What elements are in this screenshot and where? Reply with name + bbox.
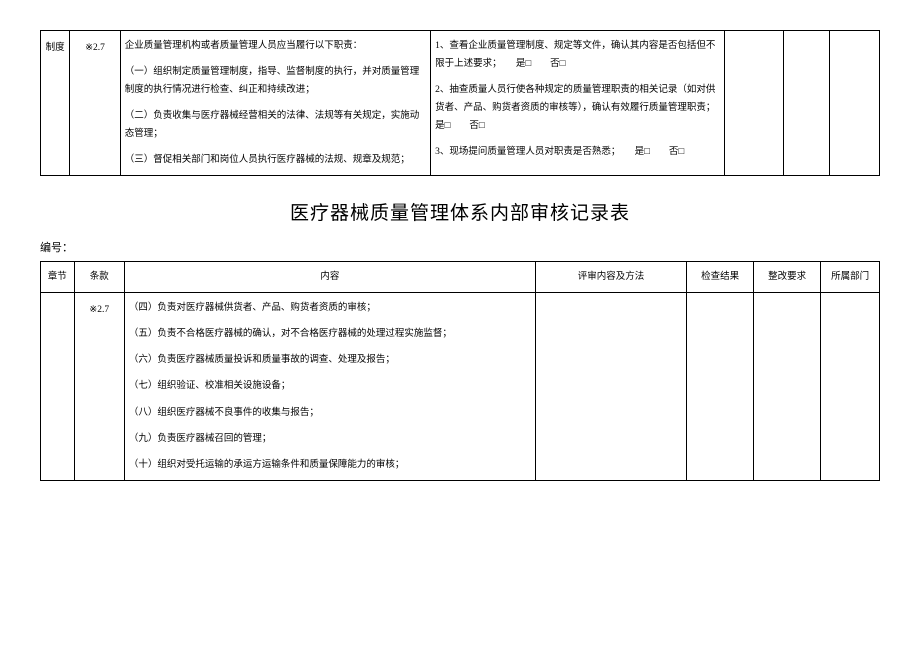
rectify-cell <box>783 31 829 176</box>
content-para: （五）负责不合格医疗器械的确认，对不合格医疗器械的处理过程实施监督； <box>129 325 531 343</box>
col-rectify: 整改要求 <box>754 262 821 293</box>
content-para: （六）负责医疗器械质量投诉和质量事故的调查、处理及报告； <box>129 351 531 369</box>
content-para: （十）组织对受托运输的承运方运输条件和质量保障能力的审核； <box>129 456 531 474</box>
content-para: （七）组织验证、校准相关设施设备； <box>129 377 531 395</box>
dept-cell <box>829 31 879 176</box>
review-cell: 1、查看企业质量管理制度、规定等文件，确认其内容是否包括但不限于上述要求； 是□… <box>431 31 725 176</box>
content-cell: 企业质量管理机构或者质量管理人员应当履行以下职责： （一）组织制定质量管理制度，… <box>120 31 430 176</box>
col-chapter: 章节 <box>41 262 75 293</box>
col-content: 内容 <box>124 262 535 293</box>
content-para: （三）督促相关部门和岗位人员执行医疗器械的法规、规章及规范； <box>125 151 426 169</box>
content-para: 企业质量管理机构或者质量管理人员应当履行以下职责： <box>125 37 426 55</box>
content-para: （四）负责对医疗器械供货者、产品、购货者资质的审核； <box>129 299 531 317</box>
table-header-row: 章节 条款 内容 评审内容及方法 检查结果 整改要求 所属部门 <box>41 262 880 293</box>
content-para: （一）组织制定质量管理制度，指导、监督制度的执行，并对质量管理制度的执行情况进行… <box>125 63 426 99</box>
audit-table-bottom: 章节 条款 内容 评审内容及方法 检查结果 整改要求 所属部门 ※2.7 （四）… <box>40 261 880 480</box>
chapter-cell <box>41 293 75 480</box>
check-result-cell <box>724 31 783 176</box>
serial-label: 编号： <box>40 239 880 255</box>
clause-cell: ※2.7 <box>70 31 120 176</box>
review-para: 2、抽查质量人员行使各种规定的质量管理职责的相关记录（如对供货者、产品、购货者资… <box>435 81 720 135</box>
content-cell: （四）负责对医疗器械供货者、产品、购货者资质的审核； （五）负责不合格医疗器械的… <box>124 293 535 480</box>
chapter-cell: 制度 <box>41 31 70 176</box>
content-para: （八）组织医疗器械不良事件的收集与报告； <box>129 404 531 422</box>
col-clause: 条款 <box>74 262 124 293</box>
audit-table-top: 制度 ※2.7 企业质量管理机构或者质量管理人员应当履行以下职责： （一）组织制… <box>40 30 880 176</box>
table-row: ※2.7 （四）负责对医疗器械供货者、产品、购货者资质的审核； （五）负责不合格… <box>41 293 880 480</box>
col-review: 评审内容及方法 <box>536 262 687 293</box>
dept-cell <box>821 293 880 480</box>
table-row: 制度 ※2.7 企业质量管理机构或者质量管理人员应当履行以下职责： （一）组织制… <box>41 31 880 176</box>
review-cell <box>536 293 687 480</box>
content-para: （二）负责收集与医疗器械经营相关的法律、法规等有关规定，实施动态管理； <box>125 107 426 143</box>
clause-cell: ※2.7 <box>74 293 124 480</box>
check-result-cell <box>687 293 754 480</box>
col-check-result: 检查结果 <box>687 262 754 293</box>
col-dept: 所属部门 <box>821 262 880 293</box>
review-para: 3、现场提问质量管理人员对职责是否熟悉； 是□ 否□ <box>435 143 720 161</box>
rectify-cell <box>754 293 821 480</box>
content-para: （九）负责医疗器械召回的管理； <box>129 430 531 448</box>
review-para: 1、查看企业质量管理制度、规定等文件，确认其内容是否包括但不限于上述要求； 是□… <box>435 37 720 73</box>
page-title: 医疗器械质量管理体系内部审核记录表 <box>40 198 880 225</box>
